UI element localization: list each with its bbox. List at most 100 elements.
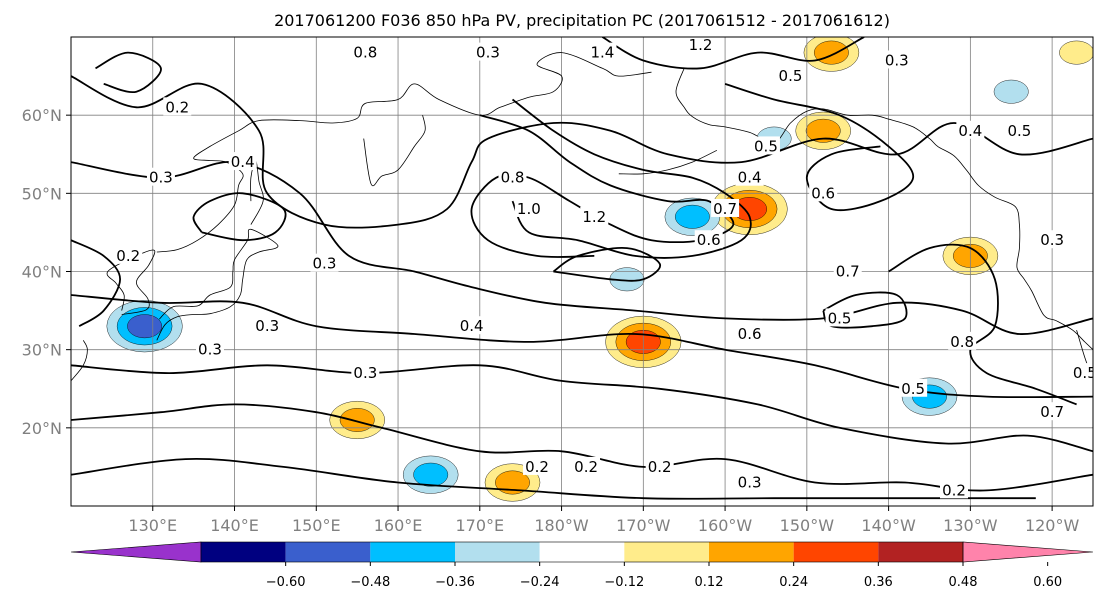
pv-label-bg (1038, 402, 1067, 421)
pv-contour-line (724, 83, 915, 212)
pv-contour-label: 0.4 (738, 169, 762, 187)
colorbar-label: 0.36 (864, 575, 893, 590)
pv-label-bg (686, 37, 715, 53)
pv-contour-label: 0.7 (1040, 403, 1064, 421)
lon-label: 170°E (455, 516, 504, 535)
coastline-japan (156, 228, 279, 341)
pv-contour-label: 0.5 (828, 309, 852, 327)
precip-anomaly-negative (106, 300, 183, 353)
colorbar-bin (539, 542, 625, 562)
colorbar-label: 0.12 (695, 575, 724, 590)
pv-contour-line (95, 51, 162, 94)
pv-contour-line (71, 457, 1036, 500)
pv-label-bg (825, 308, 854, 327)
pv-contour-line (192, 192, 287, 242)
pv-contour-label: 0.3 (255, 317, 279, 335)
colorbar-bin (624, 542, 709, 562)
colorbar-bin (285, 542, 371, 562)
pv-label-bg (114, 245, 143, 264)
pv-label-bg (645, 456, 674, 475)
pv-label-bg (809, 183, 838, 202)
pv-contour-label: 0.2 (942, 481, 966, 499)
colorbar-label: −0.48 (350, 575, 390, 590)
pv-label-bg (580, 206, 609, 225)
pv-contour-label: 0.2 (525, 458, 549, 476)
lon-label: 130°W (943, 516, 998, 535)
pv-label-bg (351, 363, 380, 382)
pv-contour-line (552, 246, 661, 282)
colorbar-bin (370, 542, 455, 562)
pv-contour-label: 0.4 (231, 153, 255, 171)
pv-contour-label: 0.5 (1073, 364, 1097, 382)
pv-contour-label: 0.3 (198, 341, 222, 359)
pv-contour-label: 0.2 (165, 98, 189, 116)
coastline-kamchatka (363, 115, 426, 187)
pv-label-bg (588, 42, 617, 61)
pv-contour-label: 0.3 (353, 364, 377, 382)
pv-contour-line (470, 114, 735, 258)
colorbar-label: 0.24 (779, 575, 808, 590)
colorbar-label: 0.48 (949, 575, 978, 590)
colorbar-bin (455, 542, 540, 562)
pv-contour-label: 0.8 (950, 333, 974, 351)
pv-label-bg (351, 42, 380, 61)
pv-label-bg (1038, 230, 1067, 249)
pv-label-bg (735, 472, 764, 491)
pv-contour-label: 0.6 (811, 184, 835, 202)
precip-anomaly-positive (803, 37, 860, 72)
pv-label-bg (694, 230, 723, 249)
pv-contour-label: 0.2 (116, 247, 140, 265)
pv-label-bg (310, 253, 339, 272)
lon-label: 150°W (780, 516, 835, 535)
pv-contour-label: 0.5 (779, 67, 803, 85)
latitude-labels: 20°N 30°N 40°N 50°N 60°N (22, 106, 71, 438)
pv-label-bg (735, 167, 764, 186)
pv-contour-label: 0.3 (313, 255, 337, 273)
lon-label: 170°W (616, 516, 671, 535)
lon-label: 150°E (292, 516, 341, 535)
colorbar-bin (878, 542, 963, 562)
colorbar-extend-high (962, 541, 1094, 563)
lon-label: 180°W (534, 516, 589, 535)
precip-anomaly-positive (795, 111, 851, 150)
pv-contour-label: 0.7 (713, 200, 737, 218)
pv-label-bg (195, 339, 224, 358)
coastline-russia-coast (156, 52, 652, 253)
pv-label-bg (1005, 120, 1034, 139)
pv-contour-label: 1.0 (517, 200, 541, 218)
pv-label-bg (940, 480, 969, 499)
lat-label: 40°N (22, 263, 62, 282)
pv-label-bg (146, 167, 175, 186)
pv-contour-label: 0.5 (1007, 122, 1031, 140)
pv-label-bg (833, 261, 862, 280)
pv-contour-label: 0.3 (738, 474, 762, 492)
pv-contour-label: 0.4 (958, 122, 982, 140)
pv-contour-label: 0.5 (901, 380, 925, 398)
pv-contour-line (71, 403, 1093, 492)
lat-label: 50°N (22, 184, 62, 203)
colorbar-bin (709, 542, 794, 562)
pv-label-bg (956, 120, 985, 139)
colorbar-label: −0.24 (520, 575, 560, 590)
lon-label: 130°E (128, 516, 177, 535)
pv-contour-label: 0.4 (460, 317, 484, 335)
pv-contour-label: 1.2 (689, 36, 713, 54)
pv-contour-label: 0.8 (501, 169, 525, 187)
precip-anomaly-positive (329, 401, 385, 440)
lat-label: 20°N (22, 419, 62, 438)
coastline-sakhalin (250, 160, 264, 225)
pv-label-bg (751, 136, 780, 155)
map-plot: 0.2 0.3 0.4 0.3 0.2 0.3 0.3 0.3 0.4 0.8 1.0 1.2 0.8 0… (22, 36, 1097, 535)
pv-contour-label: 0.3 (1040, 231, 1064, 249)
pv-contour-label: 0.6 (738, 325, 762, 343)
pv-contour-label: 0.2 (648, 458, 672, 476)
pv-label-bg (253, 316, 282, 335)
lat-label: 30°N (22, 341, 62, 360)
precip-anomaly-positive (1059, 40, 1093, 65)
chart-title: 2017061200 F036 850 hPa PV, precipitatio… (274, 11, 890, 30)
pv-contour-line (71, 364, 1093, 453)
pv-label-bg (735, 324, 764, 343)
pv-contour-labels: 0.2 0.3 0.4 0.3 0.2 0.3 0.3 0.3 0.4 0.8 1.0 1.2 0.8 0… (114, 36, 1097, 499)
pv-contour-line (511, 98, 752, 259)
